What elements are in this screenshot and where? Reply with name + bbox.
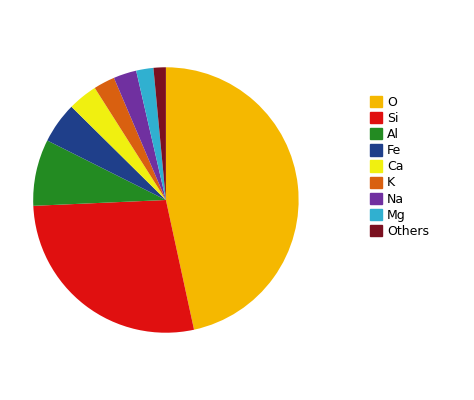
Wedge shape xyxy=(154,67,166,200)
Wedge shape xyxy=(114,71,166,200)
Wedge shape xyxy=(47,107,166,200)
Wedge shape xyxy=(33,200,194,333)
Wedge shape xyxy=(33,140,166,206)
Wedge shape xyxy=(136,68,166,200)
Wedge shape xyxy=(166,67,299,330)
Legend: O, Si, Al, Fe, Ca, K, Na, Mg, Others: O, Si, Al, Fe, Ca, K, Na, Mg, Others xyxy=(365,91,434,243)
Wedge shape xyxy=(95,78,166,200)
Wedge shape xyxy=(72,88,166,200)
